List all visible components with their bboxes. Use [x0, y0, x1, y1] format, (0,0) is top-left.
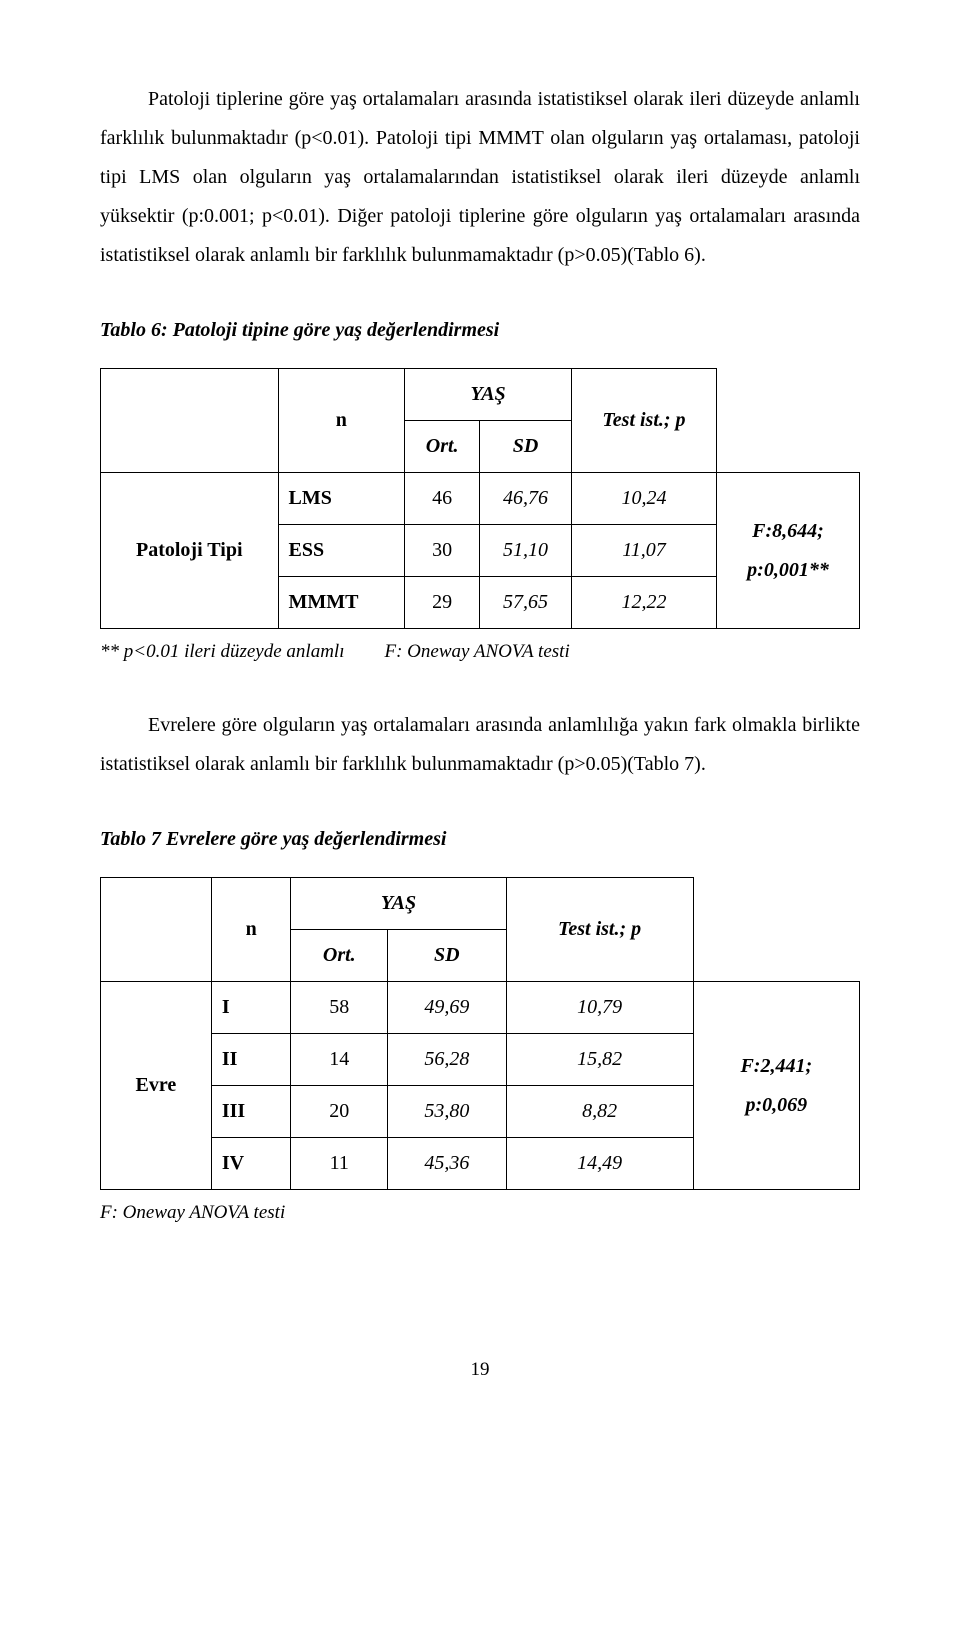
cell-n: 30 [405, 525, 480, 577]
col-sd: SD [480, 421, 572, 473]
cell-ort: 51,10 [480, 525, 572, 577]
table-row: Evre I 58 49,69 10,79 F:2,441; p:0,069 [101, 982, 860, 1034]
table6: n YAŞ Test ist.; p Ort. SD Patoloji Tipi… [100, 368, 860, 629]
cell-n: 46 [405, 473, 480, 525]
col-ort: Ort. [291, 930, 388, 982]
cell-n: 14 [291, 1034, 388, 1086]
cell-sd: 10,79 [506, 982, 693, 1034]
test-p: p:0,001** [727, 551, 849, 590]
paragraph-1: Patoloji tiplerine göre yaş ortalamaları… [100, 80, 860, 275]
col-yas: YAŞ [405, 369, 572, 421]
col-n: n [278, 369, 405, 473]
row-label: Patoloji Tipi [101, 473, 279, 629]
cell-label: I [211, 982, 291, 1034]
cell-label: ESS [278, 525, 405, 577]
cell-test: F:8,644; p:0,001** [717, 473, 860, 629]
cell-sd: 15,82 [506, 1034, 693, 1086]
cell-label: MMMT [278, 577, 405, 629]
cell-ort: 45,36 [388, 1138, 507, 1190]
cell-ort: 49,69 [388, 982, 507, 1034]
col-test: Test ist.; p [506, 878, 693, 982]
table-row: n YAŞ Test ist.; p [101, 878, 860, 930]
table7-title: Tablo 7 Evrelere göre yaş değerlendirmes… [100, 820, 860, 859]
cell-sd: 11,07 [571, 525, 716, 577]
cell-test: F:2,441; p:0,069 [693, 982, 859, 1190]
table-row: Patoloji Tipi LMS 46 46,76 10,24 F:8,644… [101, 473, 860, 525]
row-label: Evre [101, 982, 212, 1190]
table-row: n YAŞ Test ist.; p [101, 369, 860, 421]
col-sd: SD [388, 930, 507, 982]
table6-title: Tablo 6: Patoloji tipine göre yaş değerl… [100, 311, 860, 350]
cell-sd: 8,82 [506, 1086, 693, 1138]
col-yas: YAŞ [291, 878, 506, 930]
col-test: Test ist.; p [571, 369, 716, 473]
cell-n: 11 [291, 1138, 388, 1190]
cell-ort: 53,80 [388, 1086, 507, 1138]
col-ort: Ort. [405, 421, 480, 473]
test-f: F:8,644; [727, 512, 849, 551]
table7: n YAŞ Test ist.; p Ort. SD Evre I 58 49,… [100, 877, 860, 1190]
table7-footnote: F: Oneway ANOVA testi [100, 1194, 860, 1231]
cell-label: III [211, 1086, 291, 1138]
cell-sd: 12,22 [571, 577, 716, 629]
cell-n: 58 [291, 982, 388, 1034]
cell-n: 20 [291, 1086, 388, 1138]
footnote-left: ** p<0.01 ileri düzeyde anlamlı [100, 633, 345, 670]
cell-ort: 56,28 [388, 1034, 507, 1086]
cell-label: II [211, 1034, 291, 1086]
cell-sd: 14,49 [506, 1138, 693, 1190]
table6-footnote: ** p<0.01 ileri düzeyde anlamlı F: Onewa… [100, 633, 860, 670]
cell-label: IV [211, 1138, 291, 1190]
cell-ort: 46,76 [480, 473, 572, 525]
cell-ort: 57,65 [480, 577, 572, 629]
page-number: 19 [100, 1351, 860, 1388]
test-f: F:2,441; [704, 1047, 849, 1086]
footnote-right: F: Oneway ANOVA testi [385, 633, 570, 670]
cell-n: 29 [405, 577, 480, 629]
cell-label: LMS [278, 473, 405, 525]
col-n: n [211, 878, 291, 982]
test-p: p:0,069 [704, 1086, 849, 1125]
cell-sd: 10,24 [571, 473, 716, 525]
paragraph-2: Evrelere göre olguların yaş ortalamaları… [100, 706, 860, 784]
